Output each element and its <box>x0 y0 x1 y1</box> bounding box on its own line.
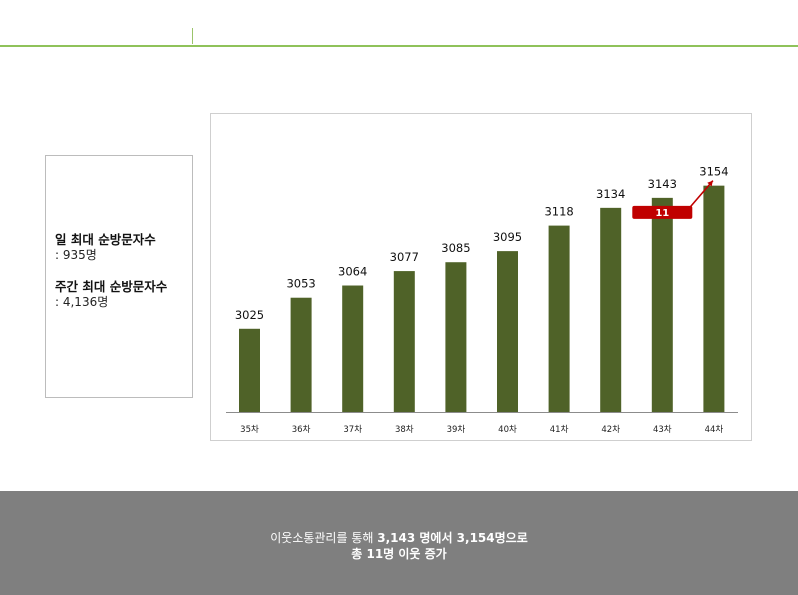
increase-arrow-head <box>707 180 713 187</box>
weekly-max-label: 주간 최대 순방문자수 <box>55 279 168 294</box>
summary-line-1: 이웃소통관리를 통해 3,143 명에서 3,154명으로 <box>0 530 798 546</box>
tick-label: 38차 <box>395 425 414 435</box>
summary-prefix: 이웃소통관리를 통해 <box>270 531 378 545</box>
tick-label: 35차 <box>240 425 259 435</box>
data-label: 3095 <box>493 230 522 244</box>
weekly-max-visitors: 주간 최대 순방문자수 : 4,136명 <box>55 279 167 310</box>
bar-44차 <box>703 185 725 412</box>
summary-banner: 이웃소통관리를 통해 3,143 명에서 3,154명으로 총 11명 이웃 증… <box>0 491 798 595</box>
bar-37차 <box>342 285 364 412</box>
summary-line-2: 총 11명 이웃 증가 <box>351 547 447 561</box>
daily-max-label: 일 최대 순방문자수 <box>55 232 156 247</box>
data-label: 3053 <box>286 277 315 291</box>
header-divider <box>192 28 193 44</box>
increase-badge <box>632 205 693 219</box>
bar-42차 <box>600 207 622 412</box>
header-rule <box>0 45 798 47</box>
tick-label: 40차 <box>498 425 517 435</box>
data-label: 3025 <box>235 308 264 322</box>
weekly-max-value: : 4,136명 <box>55 295 109 309</box>
bar-35차 <box>239 328 260 412</box>
tick-label: 43차 <box>653 425 672 435</box>
data-label: 3064 <box>338 265 367 279</box>
page-header <box>0 0 798 47</box>
daily-max-value: : 935명 <box>55 248 97 262</box>
data-label: 3134 <box>596 187 625 201</box>
tick-label: 41차 <box>550 425 569 435</box>
bar-39차 <box>445 262 467 412</box>
increase-arrow-shaft <box>689 180 714 208</box>
daily-max-visitors: 일 최대 순방문자수 : 935명 <box>55 232 156 263</box>
bar-43차 <box>651 197 673 412</box>
data-label: 3143 <box>648 177 677 191</box>
bar-40차 <box>497 251 518 412</box>
data-label: 3077 <box>390 250 419 264</box>
neighbor-count-chart: 3025 35차 3053 36차 3064 37차 3077 38차 3085 39차 3095 4… <box>210 113 752 441</box>
increase-badge-text: 11 <box>655 208 669 219</box>
tick-label: 39차 <box>447 425 466 435</box>
bar-36차 <box>290 297 312 412</box>
bar-chart-svg: 3025 35차 3053 36차 3064 37차 3077 38차 3085 39차 3095 4… <box>226 165 738 435</box>
tick-label: 42차 <box>601 425 620 435</box>
summary-range: 3,143 명에서 3,154명으로 <box>377 531 528 545</box>
visitor-stats-box: 일 최대 순방문자수 : 935명 주간 최대 순방문자수 : 4,136명 <box>45 155 193 398</box>
tick-label: 37차 <box>343 425 362 435</box>
data-label: 3085 <box>441 241 470 255</box>
tick-label: 36차 <box>292 425 311 435</box>
tick-label: 44차 <box>705 425 724 435</box>
bar-41차 <box>548 225 570 412</box>
bar-38차 <box>393 271 415 412</box>
data-label: 3154 <box>699 165 728 179</box>
data-label: 3118 <box>544 205 573 219</box>
